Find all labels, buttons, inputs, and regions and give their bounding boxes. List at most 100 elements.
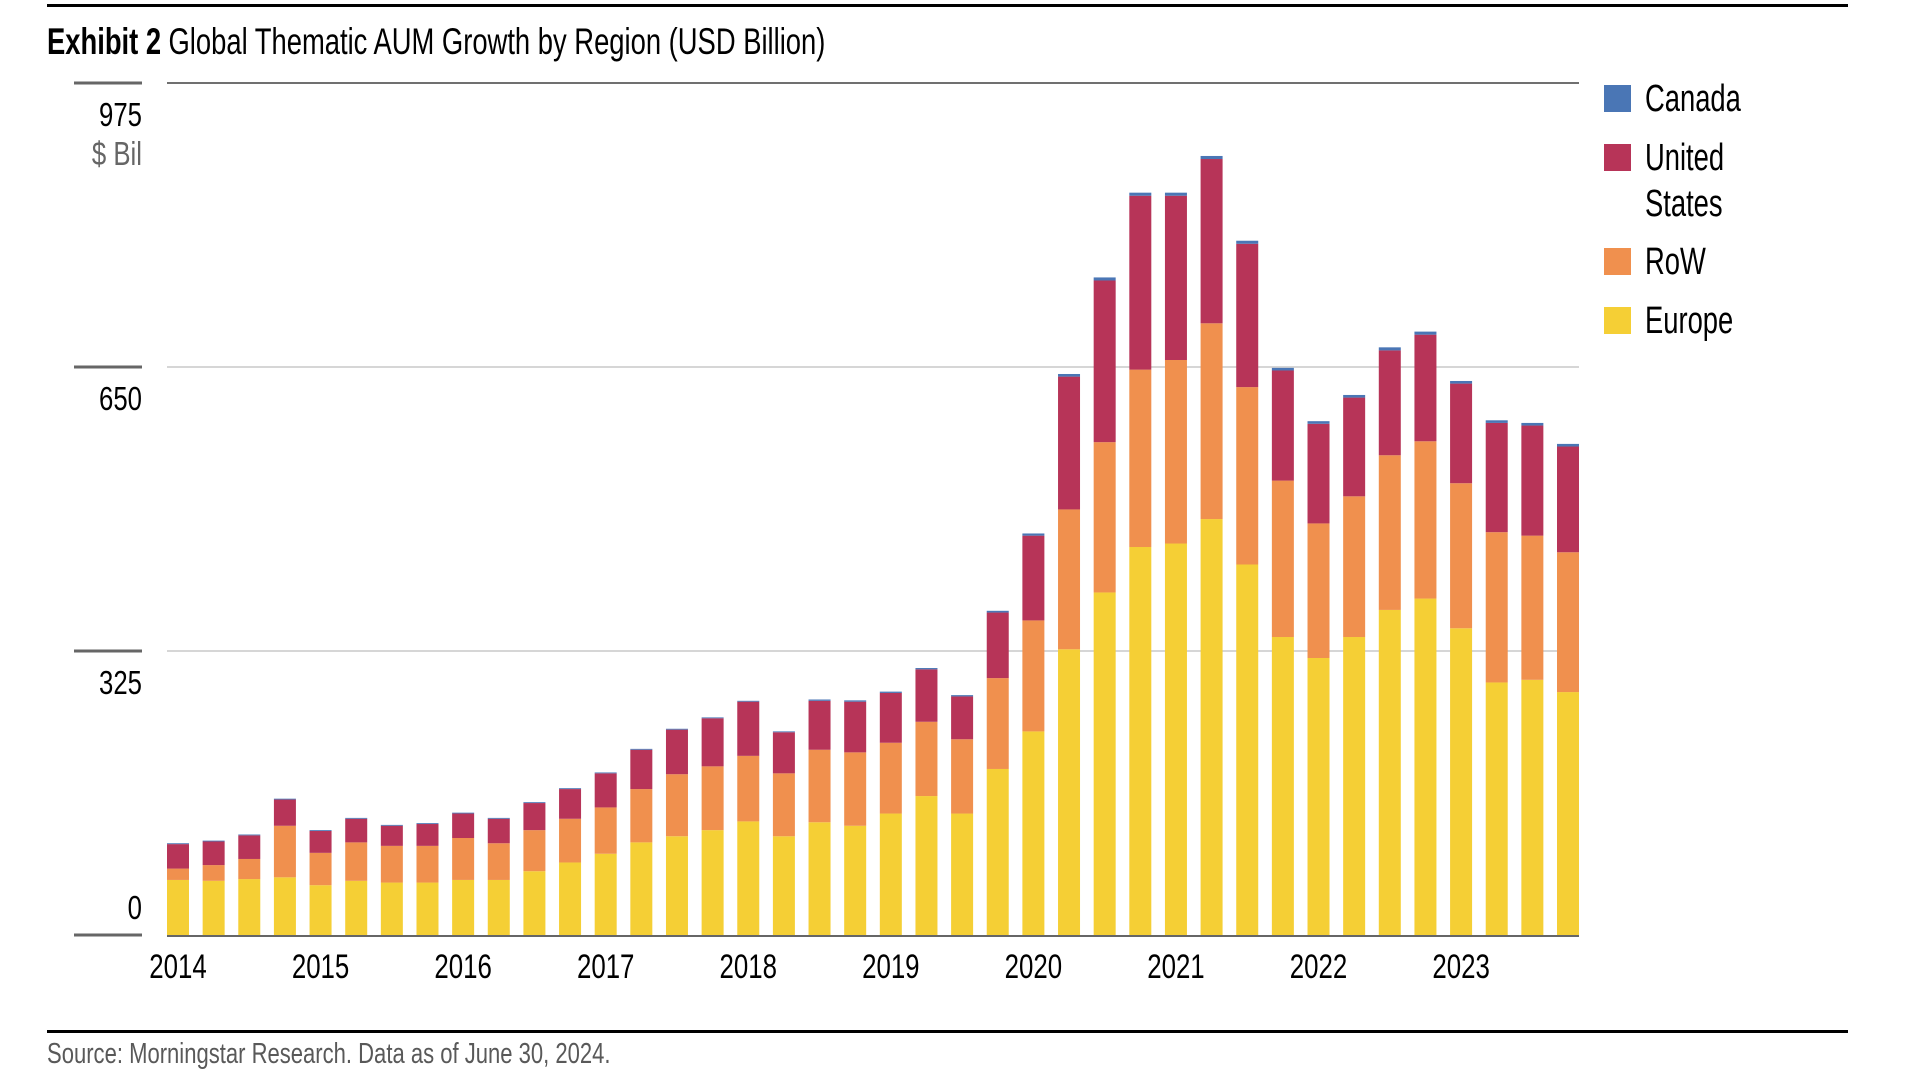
bar-segment-united-states [1058, 376, 1081, 510]
bar-segment-united-states [1485, 422, 1508, 533]
bar-segment-canada [915, 668, 938, 670]
bar-segment-row [772, 773, 795, 837]
x-axis: 2014 2015 2016 2017 2018 2019 2020 2021 2022 2023 [149, 935, 1579, 986]
bar-segment-united-states [1129, 195, 1152, 370]
bar-segment-europe [665, 836, 688, 935]
bar-segment-row [1271, 480, 1294, 638]
bar-segment-europe [238, 879, 261, 935]
bar-segment-canada [1343, 394, 1366, 398]
bars [167, 155, 1579, 935]
bar-segment-united-states [1022, 535, 1045, 621]
bar-segment-europe [844, 825, 867, 935]
y-tick-label: 650 [99, 381, 142, 418]
bar-segment-row [951, 739, 974, 814]
bar-segment-canada [309, 830, 332, 832]
exhibit-label: Exhibit 2 [47, 21, 162, 62]
bar-segment-europe [1271, 637, 1294, 935]
bar-segment-canada [808, 699, 831, 701]
bar-segment-row [309, 852, 332, 886]
bar-segment-europe [986, 768, 1009, 935]
bar-segment-row [345, 842, 368, 881]
bar-segment-row [1093, 442, 1116, 593]
bar-segment-row [452, 838, 475, 880]
bar-segment-canada [1058, 373, 1081, 377]
x-tick-label: 2021 [1147, 949, 1204, 986]
legend-label-canada: Canada [1645, 78, 1741, 120]
bar-segment-canada [1200, 155, 1223, 160]
bar-segment-canada [487, 817, 510, 819]
bar-segment-row [665, 774, 688, 837]
bar-segment-canada [1307, 421, 1330, 424]
x-tick-label: 2020 [1005, 949, 1062, 986]
bar-segment-united-states [1200, 159, 1223, 324]
bar-segment-canada [273, 798, 296, 800]
bar-segment-united-states [1378, 350, 1401, 456]
bar-segment-europe [487, 879, 510, 935]
bar-segment-europe [737, 821, 760, 935]
legend-swatch-row [1604, 248, 1631, 275]
bar-segment-canada [202, 840, 225, 842]
bar-segment-canada [238, 834, 261, 836]
bar-segment-united-states [772, 732, 795, 774]
bar-segment-canada [345, 817, 368, 819]
bar-segment-united-states [879, 692, 902, 743]
bar-segment-canada [630, 748, 653, 750]
legend-swatch-united-states [1604, 144, 1631, 171]
bar-segment-row [1557, 552, 1579, 693]
bar-segment-united-states [487, 818, 510, 844]
bar-segment-canada [1485, 420, 1508, 423]
title-text: Global Thematic AUM Growth by Region (US… [168, 21, 826, 62]
bar-segment-europe [452, 879, 475, 935]
x-tick-label: 2019 [862, 949, 919, 986]
bar-segment-united-states [808, 700, 831, 750]
legend-label-europe: Europe [1645, 300, 1734, 342]
bar-segment-europe [559, 862, 582, 935]
bar-segment-row [1378, 455, 1401, 610]
bar-segment-canada [844, 700, 867, 702]
bar-segment-row [1236, 387, 1259, 565]
x-tick-label: 2014 [149, 949, 206, 986]
y-axis: 0 325 650 975$ Bil [74, 81, 142, 937]
y-unit-label: $ Bil [92, 136, 142, 173]
bar-segment-canada [416, 823, 439, 825]
bar-segment-europe [772, 836, 795, 935]
bar-segment-united-states [665, 729, 688, 775]
bar-segment-canada [737, 700, 760, 702]
bar-segment-europe [808, 822, 831, 935]
bar-segment-canada [879, 691, 902, 693]
bar-segment-canada [1093, 277, 1116, 281]
gridlines [167, 82, 1579, 652]
legend-swatch-europe [1604, 307, 1631, 334]
x-tick-label: 2022 [1290, 949, 1347, 986]
bar-segment-europe [202, 880, 225, 935]
bar-segment-europe [345, 880, 368, 935]
bar-segment-united-states [1271, 370, 1294, 481]
bar-segment-row [380, 845, 403, 883]
bar-segment-canada [1271, 367, 1294, 371]
bar-segment-europe [1307, 657, 1330, 935]
bar-segment-canada [594, 772, 617, 774]
bar-segment-canada [380, 824, 403, 826]
bar-segment-row [1450, 483, 1473, 629]
bar-segment-canada [1378, 347, 1401, 351]
bar-segment-row [986, 678, 1009, 769]
bar-segment-row [1164, 360, 1187, 544]
bar-segment-europe [701, 830, 724, 935]
top-rule [47, 4, 1848, 7]
bar-segment-row [594, 807, 617, 854]
bar-segment-europe [915, 796, 938, 935]
bar-segment-united-states [523, 803, 546, 831]
bar-segment-united-states [202, 841, 225, 866]
bar-segment-canada [167, 843, 189, 845]
bar-segment-row [238, 858, 261, 880]
bar-segment-canada [701, 717, 724, 719]
bar-segment-united-states [1307, 423, 1330, 524]
bar-segment-united-states [1236, 243, 1259, 388]
bar-segment-united-states [559, 789, 582, 819]
bar-segment-united-states [345, 818, 368, 843]
bar-segment-europe [630, 842, 653, 935]
source-note: Source: Morningstar Research. Data as of… [47, 1038, 611, 1070]
bar-segment-row [1414, 441, 1437, 599]
legend-swatch-canada [1604, 85, 1631, 112]
